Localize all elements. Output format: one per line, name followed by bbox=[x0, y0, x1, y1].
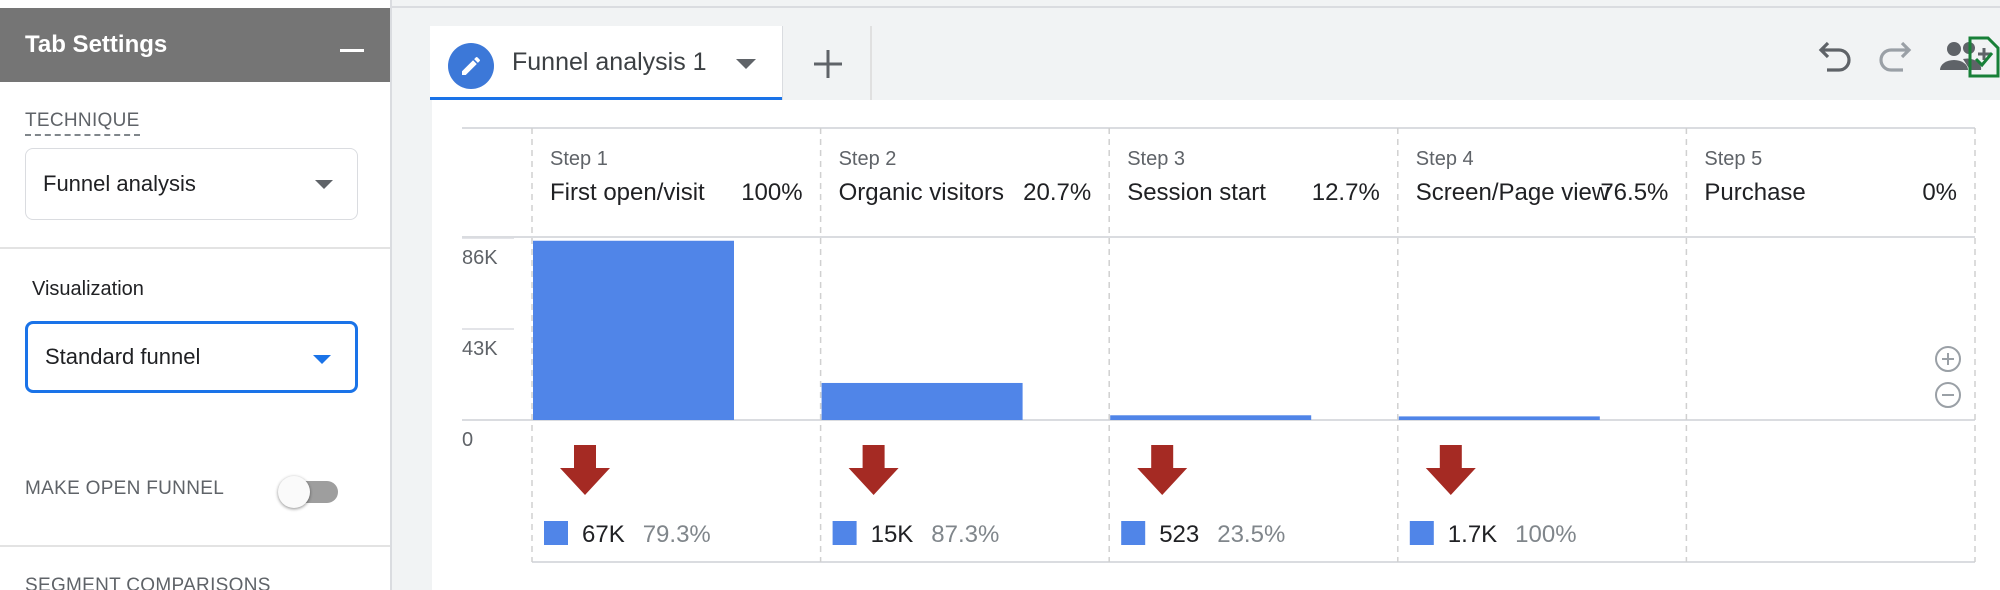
visualization-value: Standard funnel bbox=[45, 344, 201, 369]
share-people-icon[interactable] bbox=[1936, 32, 2000, 82]
open-funnel-toggle[interactable] bbox=[278, 476, 344, 508]
visualization-select[interactable]: Standard funnel bbox=[25, 321, 358, 393]
dropoff-percent: 79.3% bbox=[643, 521, 711, 548]
tab-bar: Funnel analysis 1 bbox=[430, 26, 872, 100]
funnel-bar-step-3 bbox=[1110, 415, 1312, 420]
y-tick-label: 0 bbox=[462, 429, 473, 451]
legend-swatch bbox=[1121, 521, 1146, 545]
panel-header: Tab Settings bbox=[0, 8, 390, 82]
step-number-label: Step 1 bbox=[550, 148, 608, 170]
step-percent-label: 76.5% bbox=[1600, 179, 1668, 206]
dropoff-percent: 23.5% bbox=[1217, 521, 1285, 548]
tab-label: Funnel analysis 1 bbox=[512, 48, 707, 76]
legend-swatch bbox=[544, 521, 568, 545]
drop-off-arrow-icon bbox=[1425, 445, 1476, 495]
panel-title: Tab Settings bbox=[25, 31, 168, 58]
redo-icon[interactable] bbox=[1872, 32, 1922, 82]
segment-comparisons-label: SEGMENT COMPARISONS bbox=[25, 575, 271, 590]
step-number-label: Step 5 bbox=[1704, 148, 1762, 170]
drop-off-arrow-icon bbox=[560, 445, 610, 495]
step-name-label: First open/visit bbox=[550, 179, 705, 206]
step-number-label: Step 2 bbox=[839, 148, 897, 170]
step-number-label: Step 3 bbox=[1127, 148, 1185, 170]
chevron-down-icon bbox=[313, 355, 331, 364]
legend-swatch bbox=[1409, 521, 1434, 545]
step-name-label: Session start bbox=[1127, 179, 1266, 206]
step-percent-label: 20.7% bbox=[1023, 179, 1091, 206]
dropoff-percent: 87.3% bbox=[931, 521, 999, 548]
drop-off-arrow-icon bbox=[1137, 445, 1188, 495]
add-tab-button[interactable] bbox=[782, 26, 872, 100]
dropoff-percent: 100% bbox=[1515, 521, 1576, 548]
report-canvas: 86K 43K 0 Step 1 First open/visit 100% 67K 79.3… bbox=[432, 100, 2000, 590]
top-border bbox=[392, 6, 2000, 8]
chevron-down-icon bbox=[315, 180, 333, 189]
y-tick-label: 86K bbox=[462, 247, 498, 269]
technique-value: Funnel analysis bbox=[43, 171, 196, 196]
step-percent-label: 0% bbox=[1922, 179, 1957, 206]
dropoff-value: 67K bbox=[582, 521, 625, 548]
divider bbox=[0, 545, 390, 547]
chevron-down-icon[interactable] bbox=[736, 59, 756, 69]
step-name-label: Organic visitors bbox=[839, 179, 1004, 206]
zoom-in-icon[interactable] bbox=[1935, 346, 1961, 372]
plus-icon bbox=[814, 50, 842, 78]
step-name-label: Purchase bbox=[1704, 179, 1805, 206]
technique-label: TECHNIQUE bbox=[25, 110, 140, 136]
funnel-bar-step-4 bbox=[1398, 416, 1600, 420]
open-funnel-label: MAKE OPEN FUNNEL bbox=[25, 478, 225, 499]
divider bbox=[0, 247, 390, 249]
technique-select[interactable]: Funnel analysis bbox=[25, 148, 358, 220]
tab-settings-panel: Tab Settings TECHNIQUE Funnel analysis V… bbox=[0, 0, 392, 590]
edit-pencil-icon[interactable] bbox=[448, 43, 494, 89]
step-percent-label: 100% bbox=[741, 179, 802, 206]
dropoff-value: 1.7K bbox=[1448, 521, 1497, 548]
y-tick-label: 43K bbox=[462, 338, 498, 360]
drop-off-arrow-icon bbox=[848, 445, 899, 495]
step-number-label: Step 4 bbox=[1416, 148, 1474, 170]
funnel-bar-step-2 bbox=[821, 382, 1023, 420]
legend-swatch bbox=[832, 521, 857, 545]
tab-funnel-analysis-1[interactable]: Funnel analysis 1 bbox=[430, 26, 782, 100]
dropoff-value: 15K bbox=[871, 521, 914, 548]
step-percent-label: 12.7% bbox=[1312, 179, 1380, 206]
zoom-out-icon[interactable] bbox=[1935, 382, 1961, 408]
undo-icon[interactable] bbox=[1808, 32, 1858, 82]
funnel-chart: 86K 43K 0 Step 1 First open/visit 100% 67K 79.3… bbox=[462, 127, 1976, 563]
collapse-panel-button[interactable] bbox=[337, 30, 367, 60]
funnel-bar-step-1 bbox=[533, 240, 734, 420]
dropoff-value: 523 bbox=[1159, 521, 1199, 548]
save-document-icon[interactable] bbox=[1962, 34, 2000, 80]
toggle-knob bbox=[278, 476, 310, 508]
visualization-label: Visualization bbox=[32, 278, 144, 300]
step-name-label: Screen/Page view bbox=[1416, 179, 1610, 206]
